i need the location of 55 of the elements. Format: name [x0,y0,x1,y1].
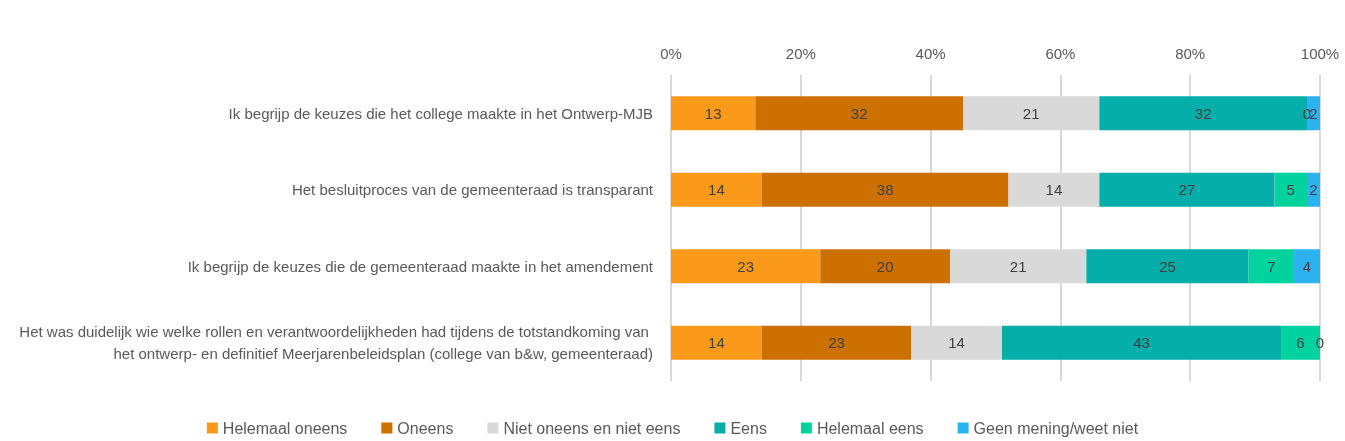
data-label: 2 [1309,104,1318,122]
bar [671,325,762,360]
y-tick-label: Het was duidelijk wie welke rollen en verantwoordelijkheden had tijdens de totstandkoming van het ontwerp- en definitief Meerjarenbeleidsplan (college van b&w, gemeenteraad) [19,323,653,363]
legend-label: Niet oneens en niet eens [503,419,681,437]
data-label: 0 [1315,334,1325,352]
bar [1294,249,1320,284]
data-label: 5 [1286,181,1295,199]
data-label: 27 [1178,181,1196,199]
data-label: 21 [1022,104,1040,122]
bar [1274,172,1308,207]
bar [761,172,1009,207]
x-tick-label: 0% [660,45,682,62]
data-label: 14 [948,334,965,352]
data-label: 32 [1194,104,1212,122]
data-label: 32 [850,104,868,122]
data-label: 21 [1009,257,1027,275]
data-label: 13 [704,104,722,122]
bar [671,96,756,131]
data-label: 43 [1133,334,1150,352]
data-label: 38 [876,181,894,199]
data-label: 14 [1045,181,1063,199]
y-tick-label: Het besluitproces van de gemeenteraad is transparant [291,181,654,199]
bar [671,172,762,207]
bar [1099,172,1275,207]
data-label: 7 [1267,257,1276,275]
data-label: 14 [708,334,725,352]
bar [820,249,951,284]
bar [1307,172,1320,207]
bar [1086,249,1249,284]
data-label: 23 [737,257,754,275]
y-tick-label: Ik begrijp de keuzes die het college maakte in het Ontwerp-MJB [228,104,653,122]
data-label: 25 [1159,257,1176,275]
legend-label: Geen mening/weet niet [973,419,1139,437]
x-tick-label: 20% [785,45,816,62]
data-label: 14 [708,181,725,199]
x-tick-label: 40% [915,45,946,62]
legend-label: Oneens [397,419,454,437]
x-tick-label: 80% [1175,45,1206,62]
x-tick-label: 60% [1045,45,1076,62]
bar [755,96,964,131]
legend-label: Helemaal eens [816,419,924,437]
bar [761,325,912,360]
y-tick-label: Ik begrijp de keuzes die de gemeenteraad maakte in het amendement [187,257,654,275]
x-tick-label: 100% [1300,45,1340,62]
bar [1248,249,1295,284]
data-label: 2 [1309,181,1318,199]
data-label: 4 [1302,257,1312,275]
legend-label: Eens [730,419,767,437]
legend-label: Helemaal oneens [222,419,348,437]
data-label: 0 [1302,104,1312,122]
data-label: 6 [1296,334,1305,352]
data-label: 23 [828,334,845,352]
data-label: 20 [876,257,894,275]
bar [671,249,821,284]
bar [1001,325,1282,360]
